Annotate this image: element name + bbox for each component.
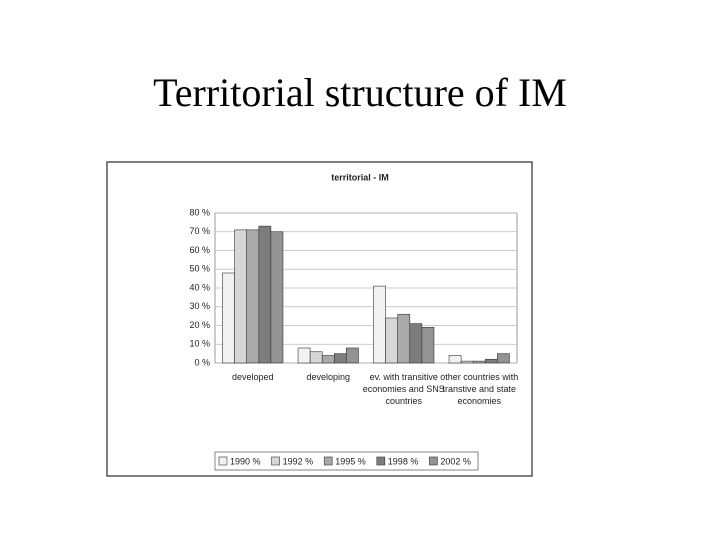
- x-tick-label: other countries with transtive and state…: [440, 372, 519, 406]
- y-tick-label: 0 %: [194, 357, 210, 367]
- x-tick-label-box: ev. with transitive economies and SNS co…: [362, 372, 445, 406]
- y-tick-label: 80 %: [189, 207, 210, 217]
- bar: [246, 229, 260, 364]
- x-tick-label: developing: [306, 372, 351, 382]
- legend-swatch: [429, 456, 438, 466]
- slide-title: Territorial structure of IM: [153, 70, 567, 115]
- bar: [409, 323, 423, 364]
- bar: [385, 317, 399, 364]
- legend-label: 1992 %: [283, 456, 314, 466]
- bar: [397, 313, 411, 364]
- legend-swatch: [323, 456, 333, 466]
- legend-swatch: [271, 456, 280, 466]
- bar: [460, 360, 474, 364]
- y-tick-label: 20 %: [189, 320, 210, 330]
- chart-title: territorial - IM: [331, 172, 389, 182]
- bar: [448, 355, 462, 364]
- bar: [222, 272, 235, 364]
- bar: [484, 358, 498, 364]
- bar: [373, 285, 386, 364]
- legend-label: 2002 %: [440, 456, 471, 466]
- x-tick-label: ev. with transitive economies and SNS co…: [362, 372, 445, 406]
- bar: [234, 229, 248, 364]
- legend-label: 1990 %: [230, 456, 261, 466]
- x-tick-label: developed: [231, 372, 274, 382]
- bar: [321, 355, 335, 364]
- x-tick-label-box: developed: [231, 372, 274, 382]
- legend-swatch: [218, 456, 228, 466]
- bar: [270, 231, 284, 364]
- bar: [258, 225, 272, 364]
- bar: [333, 353, 347, 364]
- bar: [346, 347, 359, 364]
- legend-label: 1995 %: [335, 456, 366, 466]
- x-tick-label-box: other countries with transtive and state…: [440, 372, 519, 406]
- legend-swatch: [376, 456, 386, 466]
- legend-label: 1998 %: [388, 456, 419, 466]
- y-tick-label: 50 %: [189, 264, 210, 274]
- y-tick-label: 40 %: [189, 282, 210, 292]
- y-tick-label: 60 %: [189, 245, 210, 255]
- bar: [472, 360, 486, 364]
- bar: [309, 351, 323, 364]
- y-tick-label: 70 %: [189, 226, 210, 236]
- legend-box: [214, 451, 479, 471]
- y-tick-label: 10 %: [189, 339, 210, 349]
- bar: [421, 327, 435, 364]
- bar: [497, 353, 510, 364]
- x-tick-label-box: developing: [306, 372, 351, 382]
- bar: [297, 347, 311, 364]
- y-tick-label: 30 %: [189, 301, 210, 311]
